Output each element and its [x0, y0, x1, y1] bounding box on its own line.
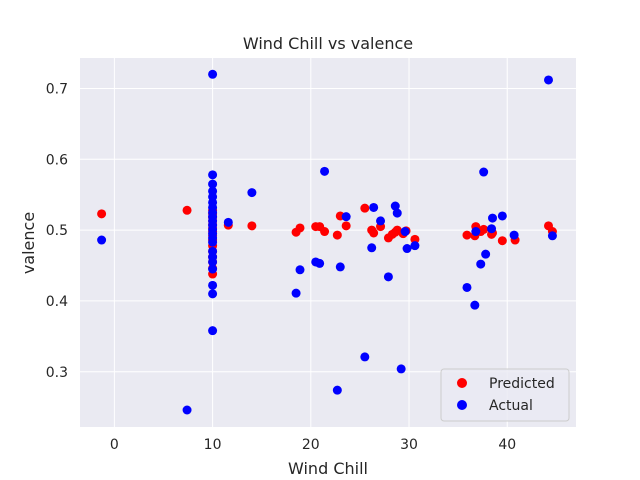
- point-actual: [481, 249, 491, 259]
- point-actual: [360, 352, 370, 362]
- y-axis-label: valence: [19, 212, 38, 274]
- point-actual: [335, 262, 345, 272]
- point-actual: [369, 202, 379, 212]
- point-actual: [295, 265, 305, 275]
- point-predicted: [295, 223, 305, 233]
- point-actual: [509, 230, 519, 240]
- point-actual: [182, 405, 192, 415]
- point-actual: [470, 300, 480, 310]
- point-actual: [488, 213, 498, 223]
- x-tick-label: 40: [498, 437, 516, 453]
- point-predicted: [360, 203, 370, 213]
- point-actual: [247, 188, 257, 198]
- point-actual: [383, 272, 393, 282]
- point-actual: [291, 288, 301, 298]
- point-actual: [367, 243, 377, 253]
- point-predicted: [332, 230, 342, 240]
- point-actual: [476, 259, 486, 269]
- point-actual: [208, 170, 218, 180]
- point-actual: [341, 212, 351, 222]
- point-actual: [208, 237, 218, 247]
- legend-marker-actual: [457, 400, 467, 410]
- point-actual: [208, 257, 218, 267]
- point-actual: [410, 241, 420, 251]
- point-actual: [208, 289, 218, 299]
- y-tick-label: 0.4: [46, 294, 68, 310]
- x-tick-label: 30: [400, 437, 418, 453]
- point-actual: [208, 264, 218, 274]
- point-actual: [402, 244, 412, 254]
- x-axis-label: Wind Chill: [288, 459, 368, 478]
- point-predicted: [97, 209, 107, 219]
- chart-title: Wind Chill vs valence: [243, 34, 413, 53]
- point-predicted: [479, 224, 489, 234]
- legend-label-predicted: Predicted: [489, 376, 555, 392]
- point-actual: [390, 201, 400, 211]
- point-actual: [462, 282, 472, 292]
- point-actual: [208, 69, 218, 79]
- point-actual: [396, 364, 406, 374]
- point-actual: [223, 217, 233, 227]
- point-predicted: [410, 234, 420, 244]
- y-tick-label: 0.7: [46, 81, 68, 97]
- point-actual: [543, 75, 553, 85]
- legend-box: [440, 368, 570, 422]
- point-predicted: [497, 236, 507, 246]
- point-actual: [208, 326, 218, 336]
- point-actual: [479, 167, 489, 177]
- point-actual: [497, 211, 507, 221]
- point-actual: [487, 224, 497, 234]
- x-tick-label: 10: [204, 437, 222, 453]
- legend: Predicted Actual: [440, 368, 570, 422]
- point-actual: [97, 235, 107, 245]
- point-actual: [315, 258, 325, 268]
- point-predicted: [462, 230, 472, 240]
- x-tick-label: 20: [302, 437, 320, 453]
- point-predicted: [182, 205, 192, 215]
- tick-labels: 0 10 20 30 40 0.3 0.4 0.5 0.6 0.7: [46, 81, 516, 453]
- legend-label-actual: Actual: [489, 398, 533, 414]
- point-actual: [400, 227, 410, 237]
- plot-area: [80, 58, 576, 427]
- point-actual: [376, 216, 386, 226]
- point-predicted: [341, 221, 351, 231]
- point-predicted: [247, 221, 257, 231]
- point-actual: [332, 385, 342, 395]
- point-actual: [320, 166, 330, 176]
- x-tick-label: 0: [110, 437, 119, 453]
- data-points: [97, 69, 557, 415]
- point-actual: [392, 208, 402, 218]
- point-actual: [208, 280, 218, 290]
- point-predicted: [320, 227, 330, 237]
- legend-marker-predicted: [457, 378, 467, 388]
- y-tick-label: 0.6: [46, 152, 68, 168]
- y-tick-label: 0.3: [46, 365, 68, 381]
- point-actual: [471, 227, 481, 237]
- y-tick-label: 0.5: [46, 223, 68, 239]
- point-predicted: [369, 228, 379, 238]
- point-actual: [208, 179, 218, 189]
- point-actual: [547, 231, 557, 241]
